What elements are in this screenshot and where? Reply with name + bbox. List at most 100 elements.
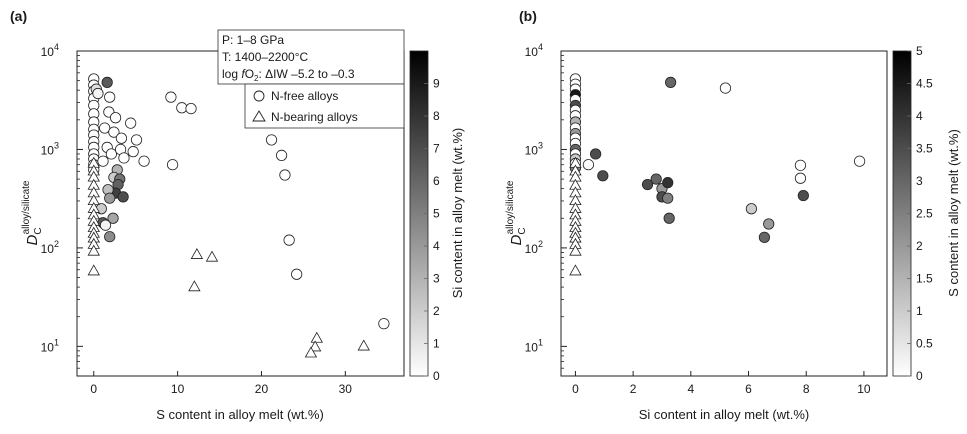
panel-b-colorbar-tick-label: 5 [916,44,923,58]
panel-b-y-tick-label: 103 [525,140,543,157]
panel-a-point-circle [265,134,278,146]
panel-b-point-circle [797,189,809,202]
panel-a-point-circle [125,117,137,129]
panel-b-xlabel: Si content in alloy melt (wt.%) [639,407,810,422]
panel-a-point-circle [105,148,117,160]
panel-b-point-circle [650,173,662,185]
panel-a-point-circle [291,268,303,280]
panel-a-point-circle [166,159,179,171]
fo2-suffix: : ΔIW –5.2 to –0.3 [259,67,355,81]
panel-a-conditions-box: P: 1–8 GPa T: 1400–2200°C log fO2: ΔIW –… [217,29,405,85]
panel-a-axes: 0 10 20 30 101 102 103 104 [41,42,353,396]
panel-a-colorbar-tick-label: 2 [433,304,440,318]
panel-a-point-circle [176,102,188,114]
panel-a-point-circle [378,318,390,330]
panel-b-y-tick-label: 104 [525,42,543,59]
panel-a-point-circle [118,152,130,164]
panel-b-x-tick-label: 10 [857,382,871,396]
panel-b-x-tick-label: 2 [630,382,637,396]
legend-triangle-marker [252,110,266,122]
panel-a-point-triangle [308,340,322,352]
panel-a-point-circle [104,91,116,103]
panel-a-ylabel: DCalloy/silicate [21,180,44,245]
panel-a-point-circle [104,192,116,204]
panel-b-x-tick-label: 4 [687,382,694,396]
panel-a-point-triangle [87,244,100,256]
panel-a-colorbar-tick-label: 3 [433,272,440,286]
panel-a-y-tick-label: 104 [41,42,59,59]
panel-a-ylabel-main: D [24,235,41,246]
panel-a-point-circle [283,234,295,246]
panel-a-colorbar-tick-label: 6 [433,174,440,188]
panel-a-point-circle [101,76,113,88]
panel-a-point-circle [138,155,150,167]
panel-b-point-circle [745,203,758,215]
fo2-prefix: log [222,67,241,81]
panel-a-point-circle [275,149,288,162]
panel-b-point-circle [597,170,609,182]
panel-b-point-circle [582,159,595,171]
panel-b-x-tick-label: 0 [572,382,579,396]
panel-b-ylabel-sup: alloy/silicate [505,180,516,234]
panel-b-point-circle [662,192,674,204]
panel-b-colorbar-tick-label: 2.5 [916,207,933,221]
panel-b-point-circle [662,177,674,189]
panel-b-colorbar-tick-label: 1 [916,304,923,318]
panel-a-colorbar-tick-label: 4 [433,239,440,253]
panel-a-point-triangle [304,346,318,358]
legend-circle-marker [253,90,265,102]
panel-a-point-triangle [205,250,219,262]
panel-b-point-circle [853,155,866,167]
panel-b-point-circle [758,231,770,243]
panel-b-label: (b) [519,8,537,24]
conditions-pressure: P: 1–8 GPa [222,33,284,47]
panel-b-colorbar-tick-label: 3.5 [916,142,933,156]
panel-a-point-circle [107,212,119,224]
panel-b-marks [569,73,866,276]
panel-a-y-tick-label: 101 [41,337,59,354]
panel-b-colorbar-tick-label: 4 [916,109,923,123]
conditions-temperature: T: 1400–2200°C [222,50,309,64]
panel-b-point-triangle [569,244,582,256]
panel-a-point-circle [109,112,122,124]
panel-a-point-triangle [87,264,100,276]
panel-b-point-circle [665,76,677,88]
panel-a-point-circle [99,219,112,231]
panel-a-x-tick-label: 10 [171,382,185,396]
panel-b-point-circle [794,172,807,184]
panel-b-point-triangle [569,264,582,276]
panel-a-colorbar-tick-label: 5 [433,207,440,221]
panel-a-point-circle [97,155,109,167]
panel-b-ylabel-main: D [508,235,525,246]
conditions-fo2: log fO2: ΔIW –5.2 to –0.3 [222,67,355,83]
panel-a-x-tick-label: 30 [339,382,353,396]
panel-b-point-circle [641,178,654,191]
panel-b-colorbar-tick-label: 1.5 [916,272,933,286]
panel-a-colorbar-ticks: 0 1 2 3 4 5 6 7 8 9 [424,77,440,383]
panel-a-y-tick-label: 102 [41,239,59,256]
panel-b-ylabel: DCalloy/silicate [505,180,528,245]
fo2-italic: f [241,67,246,81]
panel-a-point-circle [165,91,177,103]
panel-a-colorbar-tick-label: 1 [433,337,440,351]
panel-a-point-circle [104,231,116,243]
panel-a-ylabel-sub: C [33,227,44,234]
panel-a-point-circle [108,126,120,138]
panel-b-colorbar-tick-label: 3 [916,174,923,188]
panel-b-point-circle [663,212,675,224]
panel-a-x-tick-label: 0 [90,382,97,396]
panel-a-ylabel-sup: alloy/silicate [21,180,32,234]
panel-a-legend: N-free alloys N-bearing alloys [244,83,405,129]
panel-a-label: (a) [10,8,27,24]
legend-n-bearing: N-bearing alloys [271,110,358,124]
panel-b-plot-frame [560,50,888,377]
panel-b-x-tick-label: 6 [745,382,752,396]
panel-b-point-circle [590,148,602,160]
panel-a-colorbar: 0 1 2 3 4 5 6 7 8 9 Si content in alloy melt (wt.… [409,50,465,383]
panel-a-marks [87,73,390,358]
legend-n-free: N-free alloys [271,89,338,103]
